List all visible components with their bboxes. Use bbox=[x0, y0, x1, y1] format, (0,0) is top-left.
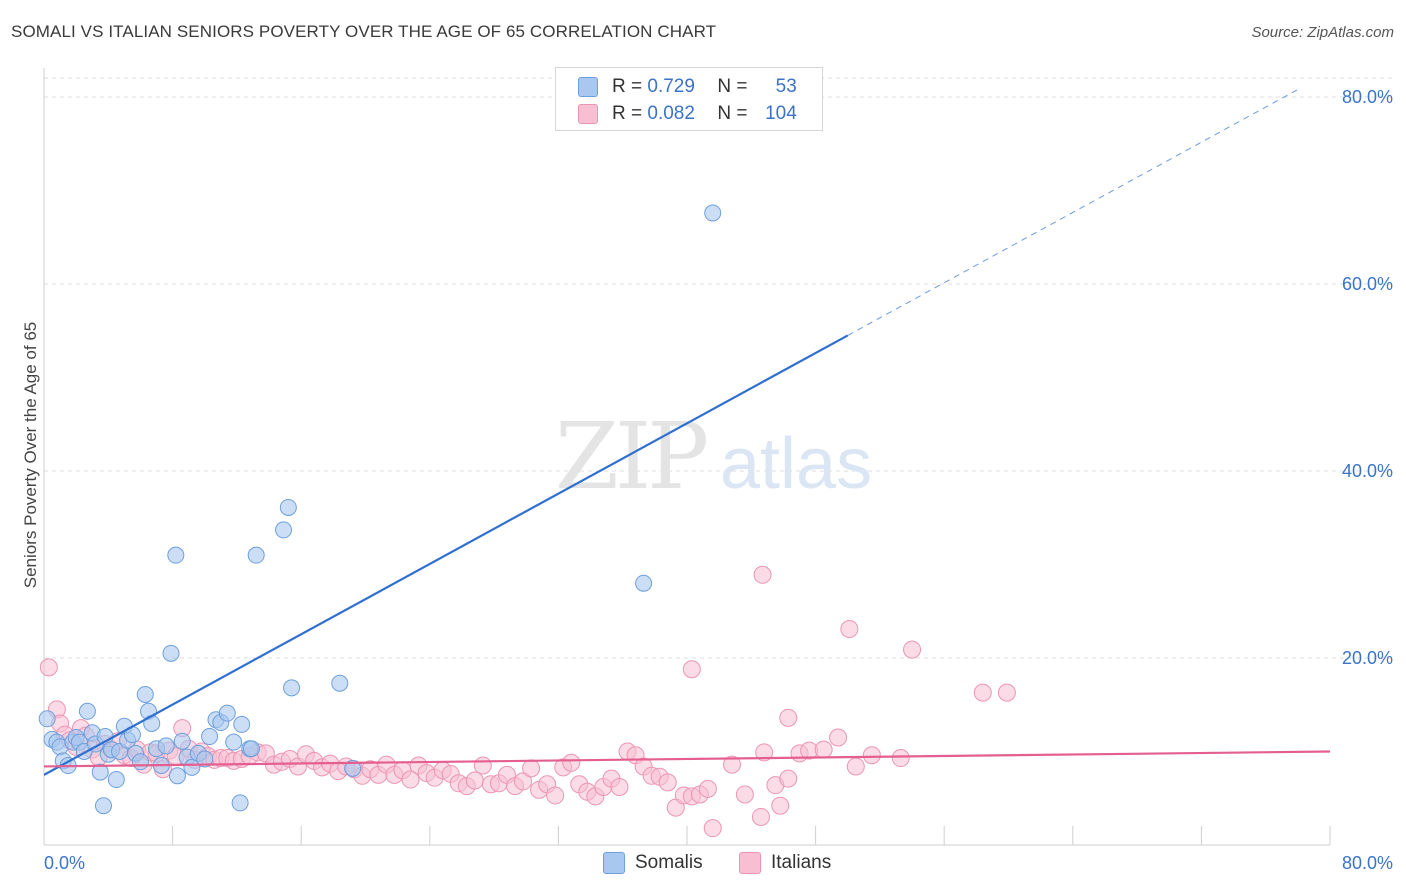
italian-point bbox=[814, 740, 833, 759]
somali-point bbox=[242, 740, 260, 758]
italian-point bbox=[751, 807, 770, 826]
italian-point bbox=[465, 771, 484, 790]
italian-point bbox=[401, 770, 420, 789]
somali-point bbox=[162, 644, 180, 662]
x-tick-label: 80.0% bbox=[1342, 853, 1393, 873]
italian-point bbox=[846, 757, 865, 776]
somali-point bbox=[196, 750, 214, 768]
legend-n-label: N = bbox=[717, 76, 748, 97]
italian-point bbox=[891, 749, 910, 768]
somali-point bbox=[78, 702, 96, 720]
watermark: ZIP atlas bbox=[555, 403, 872, 510]
somali-point bbox=[107, 771, 125, 789]
italian-point bbox=[735, 785, 754, 804]
trend-lines bbox=[43, 89, 1331, 776]
y-tick-label: 20.0% bbox=[1342, 648, 1393, 668]
legend-row-italians: R = 0.082 N = 104 bbox=[578, 101, 797, 127]
italian-point bbox=[973, 683, 992, 702]
italian-point bbox=[779, 708, 798, 727]
somalis-legend-label: Somalis bbox=[635, 852, 703, 873]
y-tick-label: 40.0% bbox=[1342, 461, 1393, 481]
somali-point bbox=[635, 574, 653, 592]
somali-point bbox=[167, 546, 185, 564]
somali-point bbox=[225, 733, 243, 751]
axis-labels: 20.0% 40.0% 60.0% 80.0% 0.0% 80.0% bbox=[44, 87, 1393, 873]
somali-point bbox=[704, 204, 722, 222]
italian-point bbox=[658, 773, 677, 792]
italian-point bbox=[829, 728, 848, 747]
italian-point bbox=[39, 658, 58, 677]
x-tick-label: 0.0% bbox=[44, 853, 85, 873]
italians-swatch bbox=[578, 104, 598, 124]
somali-point bbox=[131, 753, 149, 771]
legend-r-value: 0.729 bbox=[647, 76, 695, 97]
somali-point bbox=[38, 710, 56, 728]
source-credit: Source: ZipAtlas.com bbox=[1251, 24, 1394, 41]
italian-point bbox=[903, 640, 922, 659]
italian-point bbox=[562, 753, 581, 772]
somalis-trend-extension bbox=[847, 89, 1299, 336]
legend-n-value: 53 bbox=[775, 76, 797, 97]
y-axis-title: Seniors Poverty Over the Age of 65 bbox=[21, 322, 40, 588]
somali-point bbox=[275, 521, 293, 539]
somali-point bbox=[201, 728, 219, 746]
italian-point bbox=[753, 565, 772, 584]
somali-point bbox=[231, 794, 249, 812]
italian-point bbox=[997, 683, 1016, 702]
italian-point bbox=[755, 743, 774, 762]
italian-point bbox=[771, 796, 790, 815]
legend-n-value: 104 bbox=[765, 103, 797, 124]
somali-point bbox=[279, 498, 297, 516]
legend-n-label: N = bbox=[717, 103, 748, 124]
somalis-legend-swatch bbox=[603, 852, 625, 874]
legend-r-label: R = bbox=[612, 76, 643, 97]
somali-point bbox=[344, 759, 362, 777]
italian-point bbox=[682, 660, 701, 679]
somali-point bbox=[183, 758, 201, 776]
somali-point bbox=[136, 685, 154, 703]
somali-point bbox=[331, 674, 349, 692]
italians-points bbox=[39, 565, 1016, 838]
somali-point bbox=[247, 546, 265, 564]
italian-point bbox=[473, 756, 492, 775]
italian-point bbox=[546, 786, 565, 805]
italian-point bbox=[840, 620, 859, 639]
italian-point bbox=[779, 769, 798, 788]
somali-point bbox=[173, 732, 191, 750]
y-tick-label: 80.0% bbox=[1342, 87, 1393, 107]
somali-point bbox=[157, 737, 175, 755]
legend-row-somalis: R = 0.729 N = 53 bbox=[578, 74, 797, 100]
correlation-legend: R = 0.729 N = 53 R = 0.082 N = 104 bbox=[555, 67, 823, 131]
somali-point bbox=[168, 767, 186, 785]
legend-r-label: R = bbox=[612, 103, 643, 124]
italian-point bbox=[522, 759, 541, 778]
chart-title: SOMALI VS ITALIAN SENIORS POVERTY OVER T… bbox=[11, 22, 717, 41]
somali-point bbox=[91, 763, 109, 781]
bottom-legend-somalis: Somalis bbox=[603, 852, 703, 874]
italian-point bbox=[723, 755, 742, 774]
italians-trend-line bbox=[43, 750, 1331, 768]
italian-point bbox=[703, 819, 722, 838]
legend-r-value: 0.082 bbox=[647, 103, 695, 124]
y-tick-label: 60.0% bbox=[1342, 274, 1393, 294]
italian-point bbox=[514, 772, 533, 791]
bottom-legend-italians: Italians bbox=[739, 852, 831, 874]
italians-legend-label: Italians bbox=[771, 852, 832, 873]
watermark-zip: ZIP bbox=[555, 403, 706, 510]
somali-point bbox=[283, 679, 301, 697]
italians-legend-swatch bbox=[739, 852, 761, 874]
somalis-swatch bbox=[578, 77, 598, 97]
somali-point bbox=[218, 704, 236, 722]
gridlines bbox=[44, 77, 1392, 659]
italian-point bbox=[698, 779, 717, 798]
somali-point bbox=[233, 715, 251, 733]
italian-point bbox=[610, 778, 629, 797]
italian-point bbox=[862, 746, 881, 765]
watermark-atlas: atlas bbox=[720, 424, 872, 504]
somali-point bbox=[94, 797, 112, 815]
somalis-trend-line bbox=[43, 334, 849, 776]
